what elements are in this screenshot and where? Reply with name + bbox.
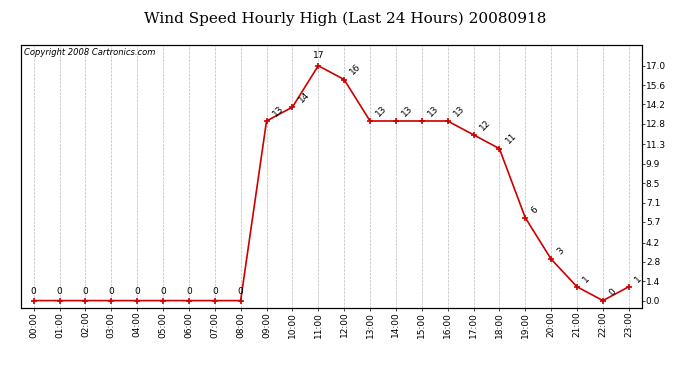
Text: 1: 1: [581, 274, 591, 284]
Text: 0: 0: [186, 287, 192, 296]
Text: 0: 0: [160, 287, 166, 296]
Text: 0: 0: [212, 287, 217, 296]
Text: 0: 0: [607, 287, 618, 298]
Text: 0: 0: [238, 287, 244, 296]
Text: 14: 14: [297, 90, 311, 104]
Text: 13: 13: [270, 104, 285, 118]
Text: 12: 12: [477, 118, 492, 132]
Text: 17: 17: [313, 51, 324, 60]
Text: 1: 1: [633, 274, 643, 284]
Text: 13: 13: [374, 104, 388, 118]
Text: 3: 3: [555, 246, 566, 256]
Text: 0: 0: [57, 287, 62, 296]
Text: 13: 13: [452, 104, 466, 118]
Text: 0: 0: [83, 287, 88, 296]
Text: 0: 0: [135, 287, 140, 296]
Text: 0: 0: [108, 287, 114, 296]
Text: 6: 6: [529, 204, 540, 215]
Text: 11: 11: [504, 131, 518, 146]
Text: 0: 0: [31, 287, 37, 296]
Text: Copyright 2008 Cartronics.com: Copyright 2008 Cartronics.com: [23, 48, 155, 57]
Text: 13: 13: [426, 104, 440, 118]
Text: 13: 13: [400, 104, 415, 118]
Text: 16: 16: [348, 62, 363, 77]
Text: Wind Speed Hourly High (Last 24 Hours) 20080918: Wind Speed Hourly High (Last 24 Hours) 2…: [144, 11, 546, 26]
